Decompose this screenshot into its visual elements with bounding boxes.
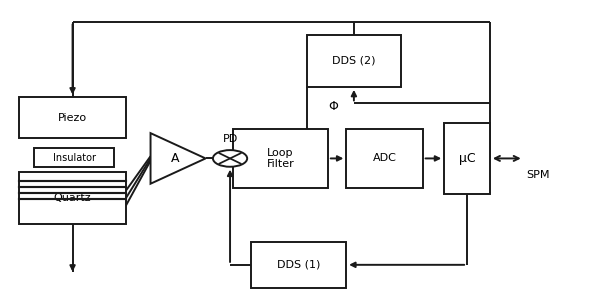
Text: Insulator: Insulator	[53, 153, 96, 163]
Text: Quartz: Quartz	[54, 193, 91, 203]
Text: DDS (1): DDS (1)	[277, 260, 321, 270]
Bar	[34, 148, 114, 167]
Bar	[233, 129, 328, 188]
Bar	[19, 97, 126, 138]
Bar	[19, 172, 126, 224]
Text: μC: μC	[459, 152, 475, 165]
Text: PD: PD	[223, 134, 238, 144]
Text: A: A	[171, 152, 180, 165]
Text: SPM: SPM	[527, 170, 550, 180]
Text: Φ: Φ	[329, 100, 338, 113]
Text: Piezo: Piezo	[58, 112, 87, 123]
Circle shape	[213, 150, 247, 167]
Bar	[444, 123, 490, 194]
Text: DDS (2): DDS (2)	[332, 56, 376, 66]
Text: Loop
Filter: Loop Filter	[267, 148, 294, 169]
Polygon shape	[151, 133, 205, 184]
Text: ADC: ADC	[373, 153, 397, 164]
Bar	[306, 35, 402, 87]
Bar	[251, 242, 346, 288]
Bar	[346, 129, 423, 188]
